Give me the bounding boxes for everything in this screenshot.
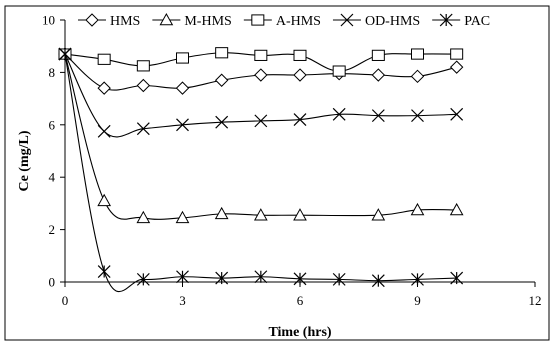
x-axis-title: Time (hrs): [268, 325, 331, 340]
data-point-od-hms: [293, 113, 307, 126]
legend-item-a-hms: A-HMS: [243, 14, 321, 29]
marker-stroke: [332, 107, 346, 121]
legend-label: HMS: [110, 14, 140, 29]
y-tick-label: 6: [49, 117, 56, 132]
data-point-pac: [450, 271, 464, 285]
marker-stroke: [215, 115, 229, 129]
data-point-od-hms: [254, 114, 268, 128]
data-point-od-hms: [97, 124, 111, 138]
data-point-od-hms: [332, 107, 346, 121]
y-tick-label: 0: [49, 275, 56, 290]
marker-stroke: [254, 114, 268, 128]
y-tick-label: 2: [49, 222, 56, 237]
legend-item-pac: PAC: [432, 13, 490, 29]
y-tick-label: 10: [42, 13, 55, 28]
data-point-od-hms: [450, 107, 464, 121]
data-point-od-hms: [371, 109, 385, 123]
data-point-a-hms: [254, 49, 268, 61]
x-tick-label: 12: [529, 293, 542, 308]
data-point-m-hms: [214, 206, 229, 220]
data-point-pac: [215, 271, 229, 285]
x-tick-label: 0: [62, 293, 69, 308]
y-tick-label: 8: [49, 65, 56, 80]
data-point-hms: [175, 81, 190, 95]
data-point-a-hms: [176, 52, 189, 64]
legend-label: M-HMS: [184, 14, 231, 29]
legend-marker-triangle: [159, 12, 174, 26]
data-point-a-hms: [450, 48, 464, 60]
marker-stroke: [450, 107, 464, 121]
legend-item-m-hms: M-HMS: [152, 12, 232, 29]
data-point-hms: [371, 68, 386, 82]
marker-stroke: [411, 109, 424, 123]
x-tick-label: 6: [297, 293, 304, 308]
data-point-pac: [411, 272, 424, 286]
legend: HMS M-HMS A-HMS OD-HMS PAC: [78, 12, 490, 29]
data-point-pac: [254, 270, 268, 284]
data-point-m-hms: [371, 208, 386, 221]
data-point-od-hms: [411, 109, 424, 123]
x-tick-label: 9: [414, 293, 421, 308]
data-point-hms: [410, 69, 425, 84]
data-point-pac: [136, 272, 150, 286]
marker-stroke: [176, 118, 189, 132]
legend-label: A-HMS: [276, 14, 321, 29]
data-point-m-hms: [136, 210, 151, 224]
data-point-m-hms: [410, 202, 425, 216]
data-point-hms: [293, 68, 307, 82]
legend-marker-x: [340, 13, 354, 27]
marker-stroke: [293, 113, 307, 126]
marker-stroke: [340, 13, 354, 27]
data-point-pac: [293, 272, 307, 286]
data-point-a-hms: [332, 65, 346, 77]
data-point-a-hms: [293, 49, 307, 61]
data-point-a-hms: [411, 48, 424, 60]
x-tick-label: 3: [179, 293, 186, 308]
plot-area: 0 2 4 6 8 10 0 3 6 9 12: [42, 13, 542, 309]
data-point-m-hms: [253, 208, 268, 221]
data-point-od-hms: [176, 118, 189, 132]
data-point-pac: [97, 265, 111, 278]
data-point-a-hms: [215, 47, 229, 59]
data-point-m-hms: [449, 202, 464, 216]
data-point-od-hms: [136, 122, 150, 136]
data-point-pac: [176, 270, 189, 284]
data-point-od-hms: [215, 115, 229, 129]
data-point-pac: [371, 274, 385, 288]
y-axis-title: Ce (mg/L): [17, 130, 32, 191]
legend-item-od-hms: OD-HMS: [332, 13, 420, 29]
legend-marker-diamond: [85, 13, 99, 27]
data-point-a-hms: [136, 60, 150, 72]
data-point-hms: [97, 81, 111, 95]
data-point-m-hms: [97, 193, 112, 207]
legend-label: OD-HMS: [365, 14, 420, 29]
data-point-m-hms: [293, 208, 307, 221]
legend-label: PAC: [464, 14, 490, 29]
y-tick-label: 4: [49, 170, 56, 185]
data-point-a-hms: [371, 49, 385, 61]
chart-frame: [4, 5, 550, 341]
data-point-pac: [332, 272, 346, 286]
series-line-pac: [64, 53, 457, 293]
data-point-m-hms: [175, 210, 190, 224]
data-point-hms: [254, 68, 268, 82]
marker-stroke: [371, 109, 385, 123]
marker-stroke: [136, 122, 150, 136]
series-m-hms: [58, 47, 464, 224]
marker-stroke: [97, 124, 111, 138]
series-pac: [58, 47, 464, 293]
data-point-hms: [214, 73, 229, 87]
data-point-pac: [58, 47, 72, 61]
legend-marker-asterisk: [439, 13, 453, 27]
data-point-a-hms: [97, 53, 111, 65]
legend-marker-square: [251, 14, 265, 26]
data-point-hms: [449, 60, 464, 74]
legend-item-hms: HMS: [78, 13, 140, 29]
data-point-hms: [136, 78, 151, 93]
